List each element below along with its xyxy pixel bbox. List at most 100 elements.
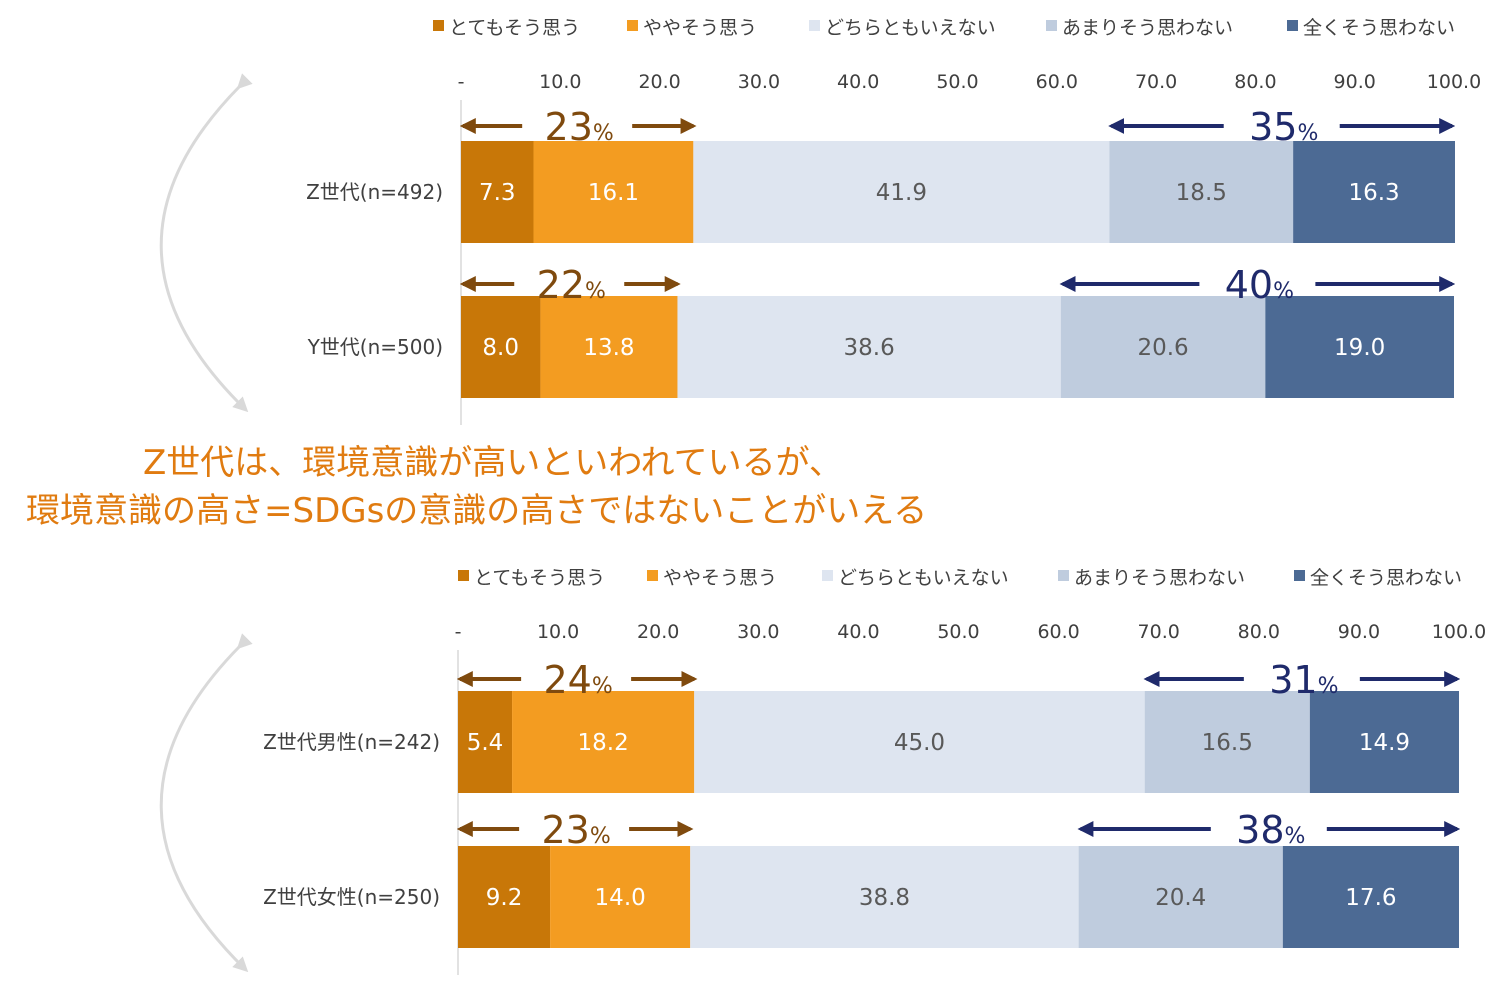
bar-segment bbox=[1078, 846, 1283, 948]
bar-segment bbox=[550, 846, 691, 948]
x-tick-label: - bbox=[458, 71, 465, 93]
bar-segment bbox=[1265, 296, 1454, 398]
x-tick-label: 40.0 bbox=[837, 621, 879, 643]
bar-segment bbox=[1282, 846, 1459, 948]
legend-swatch bbox=[647, 570, 658, 581]
callout-text: Z世代は、環境意識が高いといわれているが、 環境意識の高さ=SDGsの意識の高さ… bbox=[26, 443, 927, 531]
legend-label: ややそう思う bbox=[643, 17, 757, 39]
disagree-total-number: 31 bbox=[1269, 658, 1317, 702]
category-label: Z世代(n=492) bbox=[306, 180, 443, 204]
data-label: 20.4 bbox=[1155, 885, 1206, 911]
bar-segment bbox=[533, 141, 694, 243]
agree-total-number: 22 bbox=[537, 263, 585, 307]
data-label: 9.2 bbox=[486, 885, 523, 911]
legend-item: あまりそう思わない bbox=[1058, 567, 1245, 589]
category-label: Z世代男性(n=242) bbox=[263, 730, 440, 754]
legend-swatch bbox=[458, 570, 469, 581]
agree-total-label: 23% bbox=[541, 808, 610, 852]
legend-swatch bbox=[1046, 20, 1057, 31]
legend-label: とてもそう思う bbox=[474, 567, 605, 589]
comparison-curve-arrow bbox=[159, 633, 253, 973]
disagree-total-unit: % bbox=[1297, 121, 1318, 146]
agree-total-unit: % bbox=[590, 824, 611, 849]
agree-total-label: 24% bbox=[543, 658, 612, 702]
legend-item: どちらともいえない bbox=[809, 17, 996, 39]
x-tick-label: 80.0 bbox=[1238, 621, 1280, 643]
disagree-total-label: 35% bbox=[1249, 105, 1318, 149]
data-label: 38.6 bbox=[844, 335, 895, 361]
callout-line-2: 環境意識の高さ=SDGsの意識の高さではないことがいえる bbox=[26, 491, 927, 531]
bar-segment bbox=[461, 141, 534, 243]
legend-item: ややそう思う bbox=[627, 17, 757, 39]
data-label: 17.6 bbox=[1345, 885, 1396, 911]
legend-swatch bbox=[1287, 20, 1298, 31]
data-label: 18.5 bbox=[1176, 180, 1227, 206]
agree-total-unit: % bbox=[592, 674, 613, 699]
callout-line-1: Z世代は、環境意識が高いといわれているが、 bbox=[143, 443, 843, 483]
disagree-total-unit: % bbox=[1285, 824, 1306, 849]
x-tick-label: 70.0 bbox=[1135, 71, 1177, 93]
agree-total-label: 22% bbox=[537, 263, 606, 307]
legend-item: とてもそう思う bbox=[458, 567, 605, 589]
bar-segment bbox=[690, 846, 1079, 948]
x-tick-label: 60.0 bbox=[1036, 71, 1078, 93]
bar-segment bbox=[461, 296, 541, 398]
x-tick-label: 100.0 bbox=[1432, 621, 1486, 643]
legend-label: あまりそう思わない bbox=[1062, 17, 1233, 39]
legend-swatch bbox=[1294, 570, 1305, 581]
legend-item: ややそう思う bbox=[647, 567, 777, 589]
x-tick-label: 40.0 bbox=[837, 71, 879, 93]
legend-item: 全くそう思わない bbox=[1294, 567, 1462, 589]
data-label: 41.9 bbox=[876, 180, 927, 206]
legend-label: どちらともいえない bbox=[838, 567, 1009, 589]
legend-item: とてもそう思う bbox=[433, 17, 580, 39]
disagree-total-label: 38% bbox=[1236, 808, 1305, 852]
legend-swatch bbox=[822, 570, 833, 581]
x-tick-label: 50.0 bbox=[936, 71, 978, 93]
agree-total-unit: % bbox=[593, 121, 614, 146]
data-label: 14.0 bbox=[595, 885, 646, 911]
data-label: 20.6 bbox=[1137, 335, 1188, 361]
legend-item: どちらともいえない bbox=[822, 567, 1009, 589]
x-tick-label: 30.0 bbox=[738, 71, 780, 93]
data-label: 16.5 bbox=[1202, 730, 1253, 756]
data-label: 16.3 bbox=[1348, 180, 1399, 206]
legend-swatch bbox=[433, 20, 444, 31]
x-tick-label: 30.0 bbox=[737, 621, 779, 643]
data-label: 7.3 bbox=[479, 180, 516, 206]
x-tick-label: 20.0 bbox=[638, 71, 680, 93]
bar-segment bbox=[458, 691, 513, 793]
data-label: 19.0 bbox=[1334, 335, 1385, 361]
data-label: 14.9 bbox=[1359, 730, 1410, 756]
x-tick-label: 10.0 bbox=[539, 71, 581, 93]
legend-label: ややそう思う bbox=[663, 567, 777, 589]
bar-segment bbox=[1309, 691, 1459, 793]
bar-segment bbox=[693, 141, 1110, 243]
bar-segment bbox=[1060, 296, 1266, 398]
x-tick-label: 90.0 bbox=[1338, 621, 1380, 643]
disagree-total-number: 35 bbox=[1249, 105, 1297, 149]
data-label: 5.4 bbox=[467, 730, 504, 756]
x-tick-label: 90.0 bbox=[1334, 71, 1376, 93]
x-tick-label: 50.0 bbox=[937, 621, 979, 643]
x-tick-label: 60.0 bbox=[1037, 621, 1079, 643]
legend-item: 全くそう思わない bbox=[1287, 17, 1455, 39]
data-label: 18.2 bbox=[578, 730, 629, 756]
data-label: 45.0 bbox=[894, 730, 945, 756]
x-tick-label: 20.0 bbox=[637, 621, 679, 643]
bar-segment bbox=[1109, 141, 1294, 243]
bar-segment bbox=[694, 691, 1145, 793]
x-tick-label: - bbox=[455, 621, 462, 643]
agree-total-number: 23 bbox=[541, 808, 589, 852]
bar-segment bbox=[458, 846, 551, 948]
x-tick-label: 70.0 bbox=[1138, 621, 1180, 643]
bar-segment bbox=[677, 296, 1061, 398]
legend-label: あまりそう思わない bbox=[1074, 567, 1245, 589]
legend-swatch bbox=[809, 20, 820, 31]
bar-segment bbox=[512, 691, 695, 793]
chart-bottom: とてもそう思う ややそう思う どちらともいえない あまりそう思わない 全くそう思わない -… bbox=[159, 567, 1486, 975]
comparison-curve-arrow bbox=[159, 73, 253, 413]
data-label: 8.0 bbox=[482, 335, 519, 361]
legend-swatch bbox=[1058, 570, 1069, 581]
